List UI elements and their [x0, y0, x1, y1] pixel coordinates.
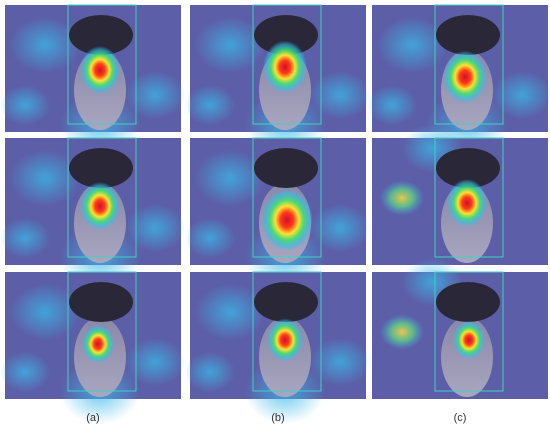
- heatmap-panel: [372, 124, 548, 265]
- column-label: (a): [86, 412, 99, 424]
- activation-glow: [310, 338, 370, 386]
- activation-glow: [195, 284, 265, 340]
- activation-hotspot: [447, 179, 487, 227]
- mushroom-cap: [69, 148, 133, 188]
- mushroom-cap: [436, 148, 500, 188]
- mushroom-cap: [69, 15, 133, 55]
- activation-glow: [310, 71, 370, 119]
- heatmap-panel: [367, 4, 550, 157]
- activation-glow: [185, 218, 235, 258]
- activation-glow: [10, 284, 80, 340]
- activation-glow: [185, 352, 235, 392]
- activation-glow: [380, 314, 424, 350]
- activation-glow: [0, 352, 50, 392]
- activation-hotspot: [82, 324, 114, 364]
- activation-glow: [367, 85, 417, 125]
- activation-glow: [195, 17, 265, 73]
- column-label: (c): [454, 412, 467, 424]
- activation-hotspot: [443, 50, 487, 104]
- activation-glow: [125, 204, 185, 252]
- detection-box: [67, 271, 137, 392]
- detection-box: [434, 4, 504, 125]
- activation-glow: [185, 85, 235, 125]
- detection-box: [252, 271, 322, 392]
- mushroom-cap: [436, 15, 500, 55]
- activation-hotspot: [267, 318, 303, 362]
- activation-glow: [0, 218, 50, 258]
- heatmap-panel: [0, 4, 185, 157]
- heatmap-panel: [372, 258, 548, 399]
- mushroom-cap: [254, 282, 318, 322]
- activation-glow: [10, 17, 80, 73]
- activation-glow: [125, 71, 185, 119]
- detection-box: [252, 4, 322, 125]
- activation-hotspot: [261, 188, 313, 252]
- heatmap-panel: [185, 4, 370, 157]
- heatmap-panel: [185, 137, 370, 290]
- heatmap-panel: [0, 137, 185, 290]
- activation-glow: [310, 204, 370, 252]
- mushroom-cap: [254, 15, 318, 55]
- activation-hotspot: [80, 182, 120, 230]
- detection-box: [67, 4, 137, 125]
- activation-glow: [125, 338, 185, 386]
- panel-grid: [0, 4, 550, 424]
- column-label: (b): [271, 412, 284, 424]
- activation-hotspot: [263, 40, 307, 94]
- heatmap-panel: [0, 271, 185, 424]
- detection-box: [252, 137, 322, 258]
- activation-glow: [380, 180, 424, 216]
- detection-box: [434, 137, 504, 258]
- activation-hotspot: [80, 46, 120, 94]
- mushroom-cap: [436, 282, 500, 322]
- heatmap-panel: [185, 271, 370, 424]
- activation-glow: [492, 71, 550, 119]
- activation-hotspot: [453, 320, 485, 360]
- activation-glow: [0, 85, 50, 125]
- detection-box: [434, 271, 504, 392]
- activation-glow: [377, 17, 447, 73]
- mushroom-cap: [69, 282, 133, 322]
- activation-glow: [10, 150, 80, 206]
- activation-glow: [195, 150, 265, 206]
- mushroom-cap: [254, 148, 318, 188]
- detection-box: [67, 137, 137, 258]
